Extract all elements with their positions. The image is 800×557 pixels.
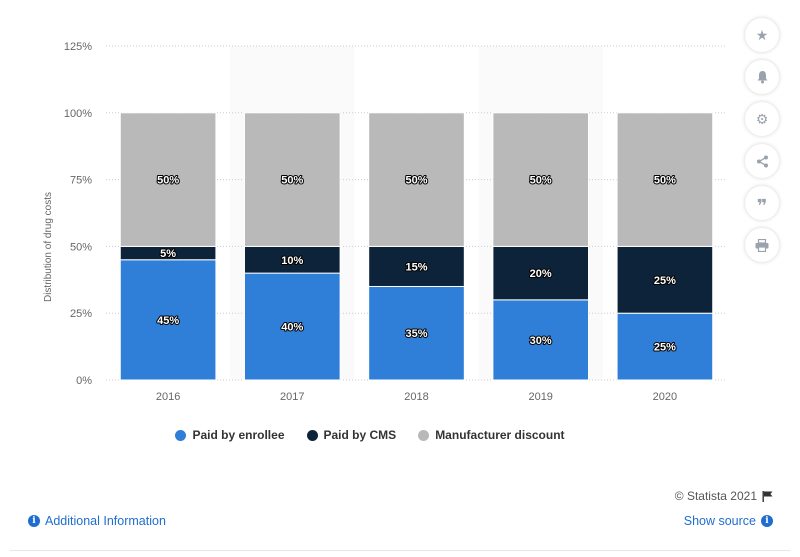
- x-tick-label: 2020: [653, 391, 677, 403]
- x-tick-label: 2018: [404, 391, 428, 403]
- data-label: 45%: [157, 315, 179, 327]
- quote-icon: ❞: [756, 196, 768, 216]
- star-icon: ★: [755, 26, 769, 43]
- show-source-label: Show source: [683, 514, 756, 528]
- legend-item-cms[interactable]: Paid by CMS: [306, 428, 397, 442]
- data-label: 50%: [157, 175, 179, 187]
- additional-information-link[interactable]: i Additional Information: [28, 514, 166, 528]
- data-label: 25%: [654, 342, 676, 354]
- bar-segment: [368, 112, 465, 247]
- bar-segment: [492, 299, 590, 381]
- data-label: 15%: [405, 261, 427, 273]
- data-label: 5%: [160, 248, 176, 260]
- legend-marker: [175, 429, 187, 441]
- legend-label: Paid by enrollee: [192, 428, 285, 442]
- legend-marker: [418, 429, 430, 441]
- flag-icon: [762, 490, 773, 502]
- legend-label: Manufacturer discount: [435, 428, 565, 442]
- notification-button[interactable]: [745, 60, 779, 94]
- show-source-link[interactable]: Show source i: [684, 514, 773, 528]
- favorite-button[interactable]: ★: [745, 18, 779, 52]
- legend: Paid by enrollee Paid by CMS Manufacture…: [0, 428, 740, 442]
- bar-segment: [119, 112, 217, 247]
- info-icon: i: [28, 515, 40, 527]
- share-icon: [756, 155, 768, 167]
- x-tick-label: 2016: [156, 391, 180, 403]
- y-axis-label: Distribution of drug costs: [43, 192, 54, 302]
- y-axis-ticks: 0% 25% 50% 75% 100% 125%: [64, 41, 92, 387]
- legend-item-manufacturer[interactable]: Manufacturer discount: [418, 428, 565, 442]
- y-tick-label: 75%: [70, 175, 92, 187]
- share-button[interactable]: [745, 144, 779, 178]
- x-tick-label: 2019: [528, 391, 552, 403]
- footer-divider: [10, 550, 790, 551]
- bar-segment: [243, 245, 341, 274]
- data-label: 50%: [281, 175, 303, 187]
- gear-icon: ⚙: [755, 110, 769, 127]
- bar-segment: [368, 285, 465, 381]
- print-icon: [755, 238, 769, 252]
- data-label: 10%: [281, 255, 303, 267]
- bar-segment: [616, 112, 714, 247]
- data-label: 35%: [405, 328, 427, 340]
- data-label: 25%: [654, 275, 676, 287]
- credits[interactable]: © Statista 2021: [675, 489, 773, 503]
- y-tick-label: 0%: [76, 375, 92, 387]
- chart: 45% 5% 50% 40% 10% 50% 35% 15% 50% 30% 20% 50% 25% 25…: [43, 41, 727, 403]
- bar-segment: [616, 312, 714, 381]
- x-axis-ticks: 2016 2017 2018 2019 2020: [156, 391, 677, 403]
- y-tick-label: 50%: [70, 241, 92, 253]
- y-tick-label: 100%: [64, 108, 92, 120]
- settings-button[interactable]: ⚙: [745, 102, 779, 136]
- data-label: 50%: [405, 175, 427, 187]
- bar-segment: [616, 245, 714, 314]
- y-tick-label: 25%: [70, 308, 92, 320]
- legend-label: Paid by CMS: [323, 428, 397, 442]
- bell-icon: [757, 71, 767, 84]
- credits-text: © Statista 2021: [674, 489, 757, 503]
- side-toolbar: ★ ⚙ ❞: [745, 18, 781, 262]
- additional-information-label: Additional Information: [45, 514, 166, 528]
- bar-segment: [243, 112, 341, 247]
- info-icon: i: [761, 515, 773, 527]
- legend-item-enrollee[interactable]: Paid by enrollee: [175, 428, 285, 442]
- x-tick-label: 2017: [280, 391, 304, 403]
- data-label: 50%: [654, 175, 676, 187]
- bar-segment: [243, 272, 341, 381]
- data-label: 20%: [530, 268, 552, 280]
- bar-segment: [492, 112, 590, 247]
- legend-marker: [306, 429, 318, 441]
- bar-segment: [119, 259, 217, 381]
- y-tick-label: 125%: [64, 41, 92, 53]
- bar-segment: [492, 245, 590, 301]
- cite-button[interactable]: ❞: [745, 186, 779, 220]
- print-button[interactable]: [745, 228, 779, 262]
- data-label: 40%: [281, 322, 303, 334]
- data-label: 30%: [530, 335, 552, 347]
- data-label: 50%: [530, 175, 552, 187]
- bars: 45% 5% 50% 40% 10% 50% 35% 15% 50% 30% 20% 50% 25% 25…: [119, 112, 714, 381]
